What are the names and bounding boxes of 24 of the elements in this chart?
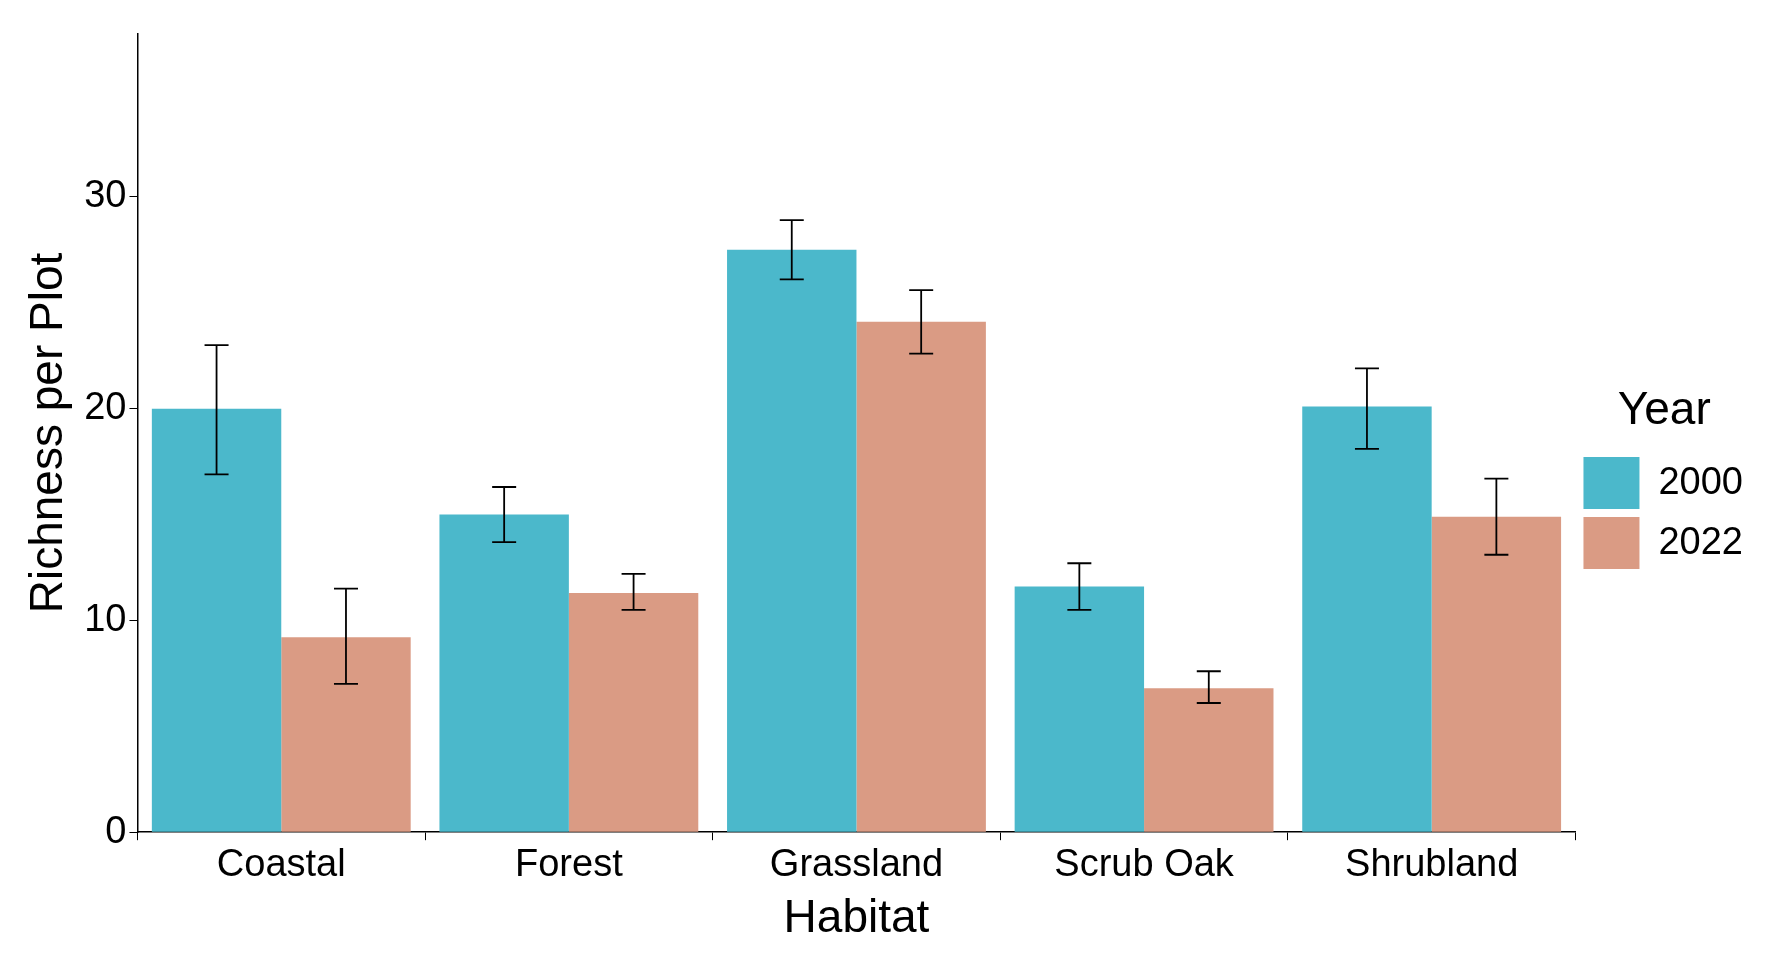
bar [856, 321, 986, 832]
x-tick-label: Grassland [769, 842, 944, 885]
bar [439, 514, 569, 832]
bar [727, 249, 857, 832]
y-tick-label: 30 [84, 173, 127, 216]
legend-label: 2022 [1658, 519, 1744, 562]
y-tick-label: 0 [105, 808, 127, 851]
x-tick-label: Coastal [216, 842, 346, 885]
bar [1144, 688, 1274, 832]
x-axis-title: Habitat [783, 890, 930, 943]
x-tick-label: Forest [515, 842, 624, 885]
bar [1302, 406, 1432, 832]
bar [151, 408, 282, 832]
y-tick-label: 10 [84, 596, 127, 639]
bar [1014, 586, 1145, 832]
legend-title: Year [1617, 381, 1711, 434]
x-tick-label: Shrubland [1345, 842, 1519, 885]
bar [281, 637, 411, 832]
bar [1431, 516, 1562, 832]
y-tick-label: 20 [84, 385, 127, 428]
y-axis-title: Richness per Plot [20, 252, 73, 614]
bar [568, 592, 699, 832]
x-tick-label: Scrub Oak [1054, 842, 1235, 885]
legend-label: 2000 [1658, 459, 1744, 502]
